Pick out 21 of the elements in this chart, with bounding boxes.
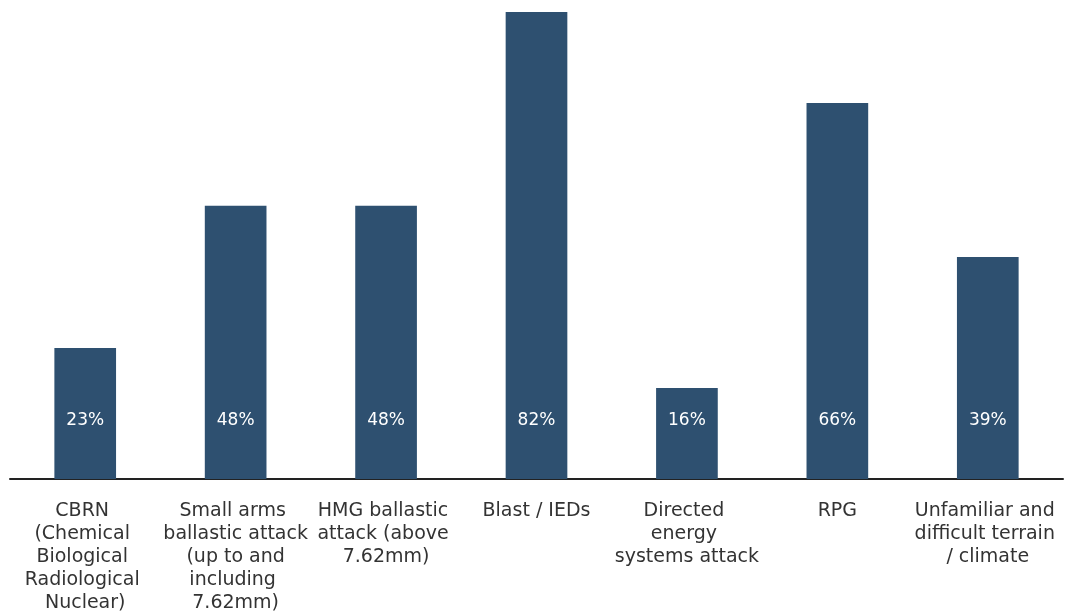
bar	[204, 205, 267, 479]
data-label: 48%	[367, 408, 405, 429]
x-tick-label: Directed energy systems attack	[614, 497, 760, 566]
data-label: 23%	[66, 408, 105, 429]
x-tick-label: RPG	[817, 497, 858, 520]
bar	[54, 348, 117, 479]
bar	[956, 256, 1019, 479]
data-label: 16%	[668, 408, 706, 429]
bar	[355, 205, 417, 479]
data-label: 82%	[517, 408, 556, 429]
x-tick-label: CBRN (Chemical Biological Radiological Nuclear)	[24, 497, 146, 612]
bar	[505, 12, 568, 479]
x-tick-label: Blast / IEDs	[482, 497, 591, 520]
data-label: 39%	[968, 408, 1007, 429]
data-label: 66%	[818, 408, 857, 429]
bar	[656, 387, 718, 479]
bar	[806, 103, 869, 479]
x-tick-label: Small arms ballastic attack (up to and including 7.62mm)	[163, 497, 308, 612]
x-tick-label: Unfamiliar and difficult terrain / climate	[914, 497, 1061, 566]
data-label: 48%	[216, 408, 255, 429]
x-tick-label: HMG ballastic attack (above 7.62mm)	[317, 497, 455, 566]
